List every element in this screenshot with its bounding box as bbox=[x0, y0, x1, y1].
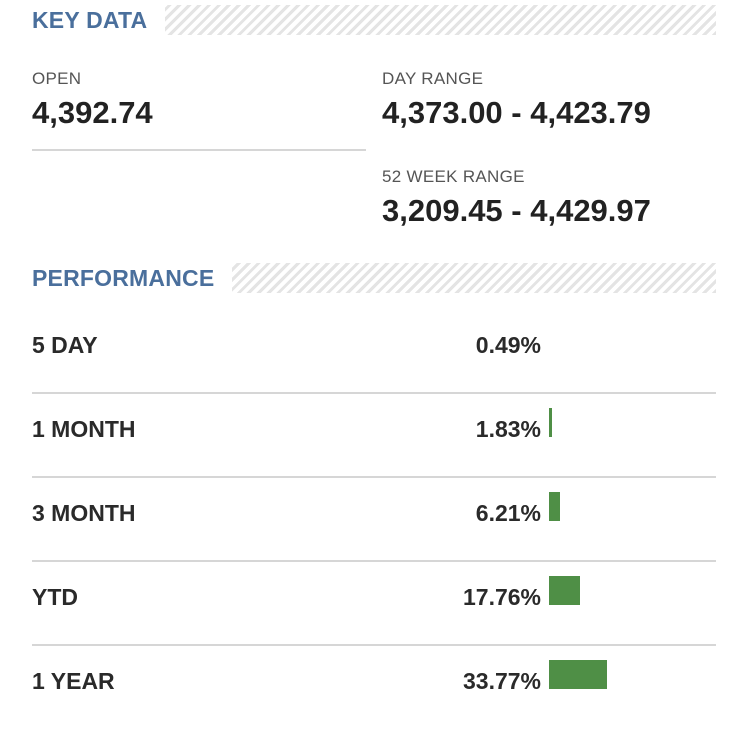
day-range-value: 4,373.00 - 4,423.79 bbox=[382, 95, 651, 130]
open-divider bbox=[32, 149, 366, 151]
performance-bar bbox=[549, 660, 607, 689]
open-value: 4,392.74 bbox=[32, 95, 153, 130]
key-data-header: KEY DATA bbox=[32, 5, 716, 35]
key-data-hatch-divider bbox=[165, 5, 716, 35]
performance-row-label: YTD bbox=[32, 584, 78, 610]
performance-row-label: 3 MONTH bbox=[32, 500, 136, 526]
performance-row-1-year: 1 YEAR 33.77% bbox=[32, 644, 716, 728]
performance-bar bbox=[549, 576, 580, 605]
performance-bar bbox=[549, 492, 560, 521]
performance-row-ytd: YTD 17.76% bbox=[32, 560, 716, 646]
performance-row-label: 1 MONTH bbox=[32, 416, 136, 442]
week52-range-value: 3,209.45 - 4,429.97 bbox=[382, 193, 651, 228]
performance-row-1-month: 1 MONTH 1.83% bbox=[32, 392, 716, 478]
performance-row-label: 1 YEAR bbox=[32, 668, 115, 694]
week52-range-label: 52 WEEK RANGE bbox=[382, 167, 525, 186]
performance-row-value: 1.83% bbox=[475, 416, 541, 442]
open-label: OPEN bbox=[32, 69, 82, 88]
performance-title: PERFORMANCE bbox=[32, 264, 215, 291]
performance-row-label: 5 DAY bbox=[32, 332, 98, 358]
performance-header: PERFORMANCE bbox=[32, 263, 716, 293]
performance-row-5-day: 5 DAY 0.49% bbox=[32, 308, 716, 394]
performance-row-value: 17.76% bbox=[462, 584, 541, 610]
day-range-label: DAY RANGE bbox=[382, 69, 484, 88]
performance-row-3-month: 3 MONTH 6.21% bbox=[32, 476, 716, 562]
key-data-title: KEY DATA bbox=[32, 6, 148, 33]
performance-row-value: 33.77% bbox=[462, 668, 541, 694]
performance-hatch-divider bbox=[232, 263, 716, 293]
performance-row-value: 6.21% bbox=[475, 500, 541, 526]
performance-row-value: 0.49% bbox=[475, 332, 541, 358]
performance-bar bbox=[549, 408, 553, 437]
